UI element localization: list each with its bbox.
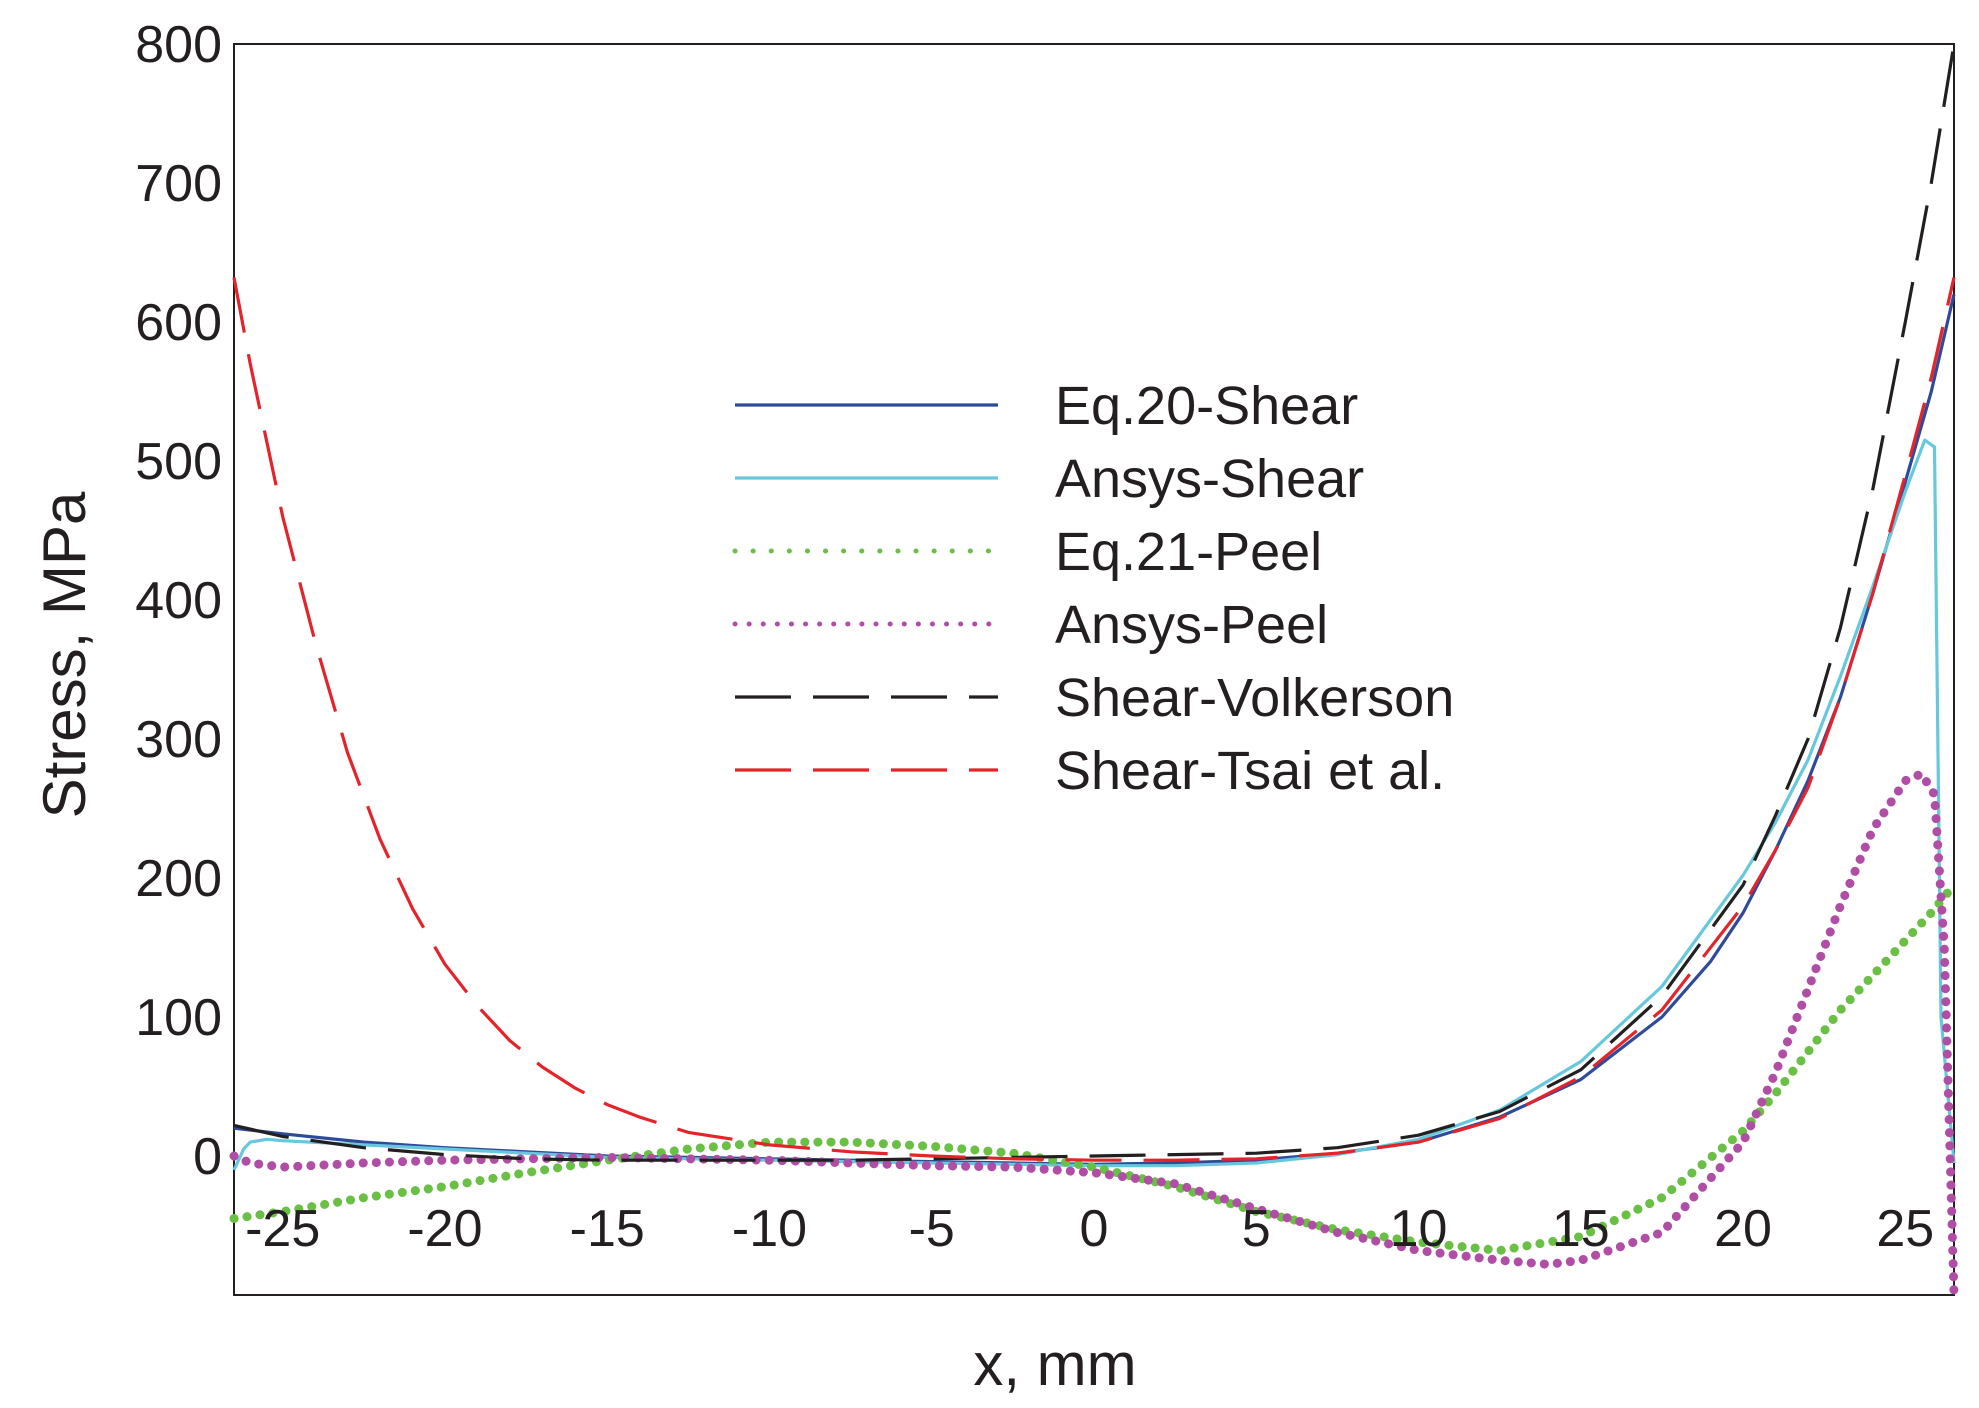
x-tick-labels: -25 -20 -15 -10 -5 0 5 10 15 20 25 (245, 1200, 1934, 1258)
series-line-ansys-shear (232, 438, 1956, 1171)
x-tick-label: -5 (909, 1200, 955, 1258)
series-line-shear-tsai-et-al (232, 277, 1956, 1162)
series-line-ansys-peel (229, 769, 1959, 1300)
legend: Eq.20-Shear Ansys-Shear Eq.21-Peel Ansys-Pe… (732, 376, 1454, 801)
series-line-shear-volkerson (233, 43, 1956, 1162)
y-tick-label: 300 (135, 711, 222, 769)
y-tick-label: 200 (135, 850, 222, 908)
x-tick-label: -25 (245, 1200, 320, 1258)
legend-label: Shear-Tsai et al. (1055, 741, 1445, 801)
x-tick-label: -10 (732, 1200, 807, 1258)
x-tick-label: -20 (407, 1200, 482, 1258)
y-tick-label: 600 (135, 294, 222, 352)
y-tick-label: 500 (135, 433, 222, 491)
legend-label: Eq.20-Shear (1055, 376, 1358, 436)
legend-label: Ansys-Peel (1055, 595, 1328, 655)
plot-frame (233, 43, 1955, 1296)
x-tick-label: 15 (1552, 1200, 1610, 1258)
y-tick-labels: 0 100 200 300 400 500 600 700 800 (135, 16, 222, 1186)
series-line-eq-21-peel (229, 880, 1959, 1255)
y-tick-label: 400 (135, 572, 222, 630)
x-axis-title: x, mm (973, 1331, 1136, 1398)
x-tick-label: 0 (1080, 1200, 1109, 1258)
y-tick-label: 0 (193, 1128, 222, 1186)
x-tick-label: -15 (570, 1200, 645, 1258)
x-tick-label: 20 (1714, 1200, 1772, 1258)
y-tick-label: 700 (135, 155, 222, 213)
x-tick-label: 5 (1242, 1200, 1271, 1258)
y-tick-label: 100 (135, 989, 222, 1047)
y-axis-title: Stress, MPa (31, 491, 98, 818)
x-tick-label: 10 (1390, 1200, 1448, 1258)
series-layer (229, 43, 1959, 1300)
y-tick-label: 800 (135, 16, 222, 74)
legend-label: Ansys-Shear (1055, 449, 1364, 509)
legend-label: Eq.21-Peel (1055, 522, 1322, 582)
legend-label: Shear-Volkerson (1055, 668, 1454, 728)
x-tick-label: 25 (1876, 1200, 1934, 1258)
